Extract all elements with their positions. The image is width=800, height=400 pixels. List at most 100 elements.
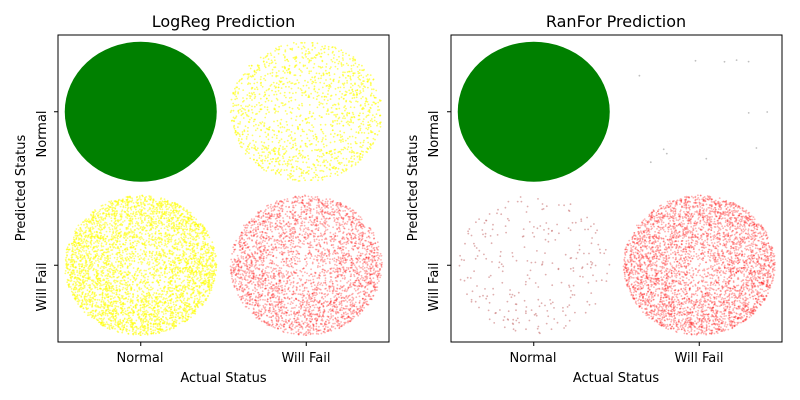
scatter-point (126, 309, 129, 312)
scatter-point (87, 272, 90, 275)
scatter-point (313, 163, 316, 166)
scatter-point (110, 324, 113, 327)
scatter-point (370, 118, 373, 120)
scatter-point (163, 320, 166, 323)
scatter-point (340, 96, 343, 99)
scatter-point (275, 97, 278, 100)
scatter-point (111, 303, 114, 306)
scatter-point (296, 79, 299, 81)
scatter-point (138, 195, 141, 198)
scatter-point (332, 121, 334, 123)
scatter-point (104, 217, 107, 219)
scatter-point (302, 172, 305, 175)
scatter-point (129, 243, 132, 246)
scatter-point (110, 217, 113, 220)
scatter-point (334, 103, 337, 106)
scatter-point (244, 73, 246, 75)
scatter-point (179, 284, 181, 287)
scatter-point (112, 237, 114, 240)
scatter-point (327, 109, 329, 112)
scatter-point (247, 145, 249, 148)
scatter-point (82, 283, 85, 285)
scatter-point (132, 276, 135, 278)
scatter-point (124, 211, 126, 214)
scatter-point (73, 288, 75, 291)
scatter-point (239, 135, 241, 138)
scatter-point (376, 122, 379, 125)
scatter-point (155, 253, 158, 256)
scatter-point (187, 268, 190, 270)
scatter-point (99, 323, 102, 326)
scatter-point (81, 276, 84, 278)
scatter-point (330, 172, 332, 175)
scatter-point (173, 211, 176, 214)
scatter-point (65, 262, 68, 265)
scatter-point (274, 59, 276, 62)
scatter-point (109, 317, 111, 319)
scatter-point (286, 113, 288, 115)
scatter-point (329, 84, 331, 87)
scatter-point (261, 85, 264, 88)
scatter-point (206, 248, 209, 251)
scatter-point (277, 86, 280, 89)
scatter-point (286, 124, 289, 126)
scatter-point (120, 245, 122, 248)
scatter-point (301, 104, 304, 107)
scatter-point (356, 155, 359, 158)
scatter-point (289, 159, 292, 162)
scatter-point (259, 108, 262, 110)
scatter-point (235, 86, 238, 89)
scatter-point (254, 161, 257, 164)
scatter-point (74, 245, 76, 248)
scatter-point (101, 237, 104, 239)
scatter-point (354, 62, 357, 65)
scatter-point (124, 276, 126, 278)
scatter-point (203, 229, 206, 231)
scatter-point (76, 246, 79, 249)
scatter-point (85, 272, 88, 275)
scatter-point (270, 169, 273, 172)
scatter-point (309, 78, 312, 81)
scatter-point (112, 319, 114, 322)
scatter-point (292, 41, 295, 44)
scatter-point (294, 64, 297, 67)
scatter-point (284, 151, 287, 154)
scatter-point (133, 311, 136, 314)
scatter-point (137, 217, 140, 220)
scatter-point (210, 284, 213, 286)
scatter-point (78, 263, 80, 266)
scatter-point (148, 284, 151, 286)
scatter-point (196, 244, 199, 246)
scatter-point (184, 317, 187, 319)
scatter-point (254, 93, 256, 96)
scatter-point (168, 266, 171, 269)
scatter-point (286, 71, 289, 74)
scatter-point (133, 234, 135, 237)
scatter-point (119, 205, 122, 208)
scatter-point (369, 95, 372, 97)
scatter-point (260, 84, 262, 87)
scatter-point (188, 281, 191, 284)
scatter-point (164, 268, 167, 271)
scatter-point (369, 125, 372, 128)
scatter-point (360, 97, 363, 100)
scatter-point (104, 325, 106, 328)
scatter-point (147, 203, 149, 206)
scatter-point (295, 119, 297, 121)
scatter-point (260, 167, 263, 169)
scatter-point (111, 214, 113, 217)
scatter-point (292, 92, 294, 95)
scatter-point (139, 334, 142, 336)
scatter-point (115, 317, 118, 319)
scatter-point (327, 53, 330, 56)
scatter-point (352, 90, 354, 93)
scatter-point (379, 99, 382, 102)
scatter-point (165, 312, 167, 315)
scatter-point (189, 240, 192, 243)
scatter-point (160, 307, 162, 309)
scatter-point (144, 283, 147, 285)
scatter-point (350, 78, 352, 81)
scatter-point (83, 296, 86, 299)
scatter-point (195, 257, 197, 259)
scatter-point (115, 291, 118, 294)
